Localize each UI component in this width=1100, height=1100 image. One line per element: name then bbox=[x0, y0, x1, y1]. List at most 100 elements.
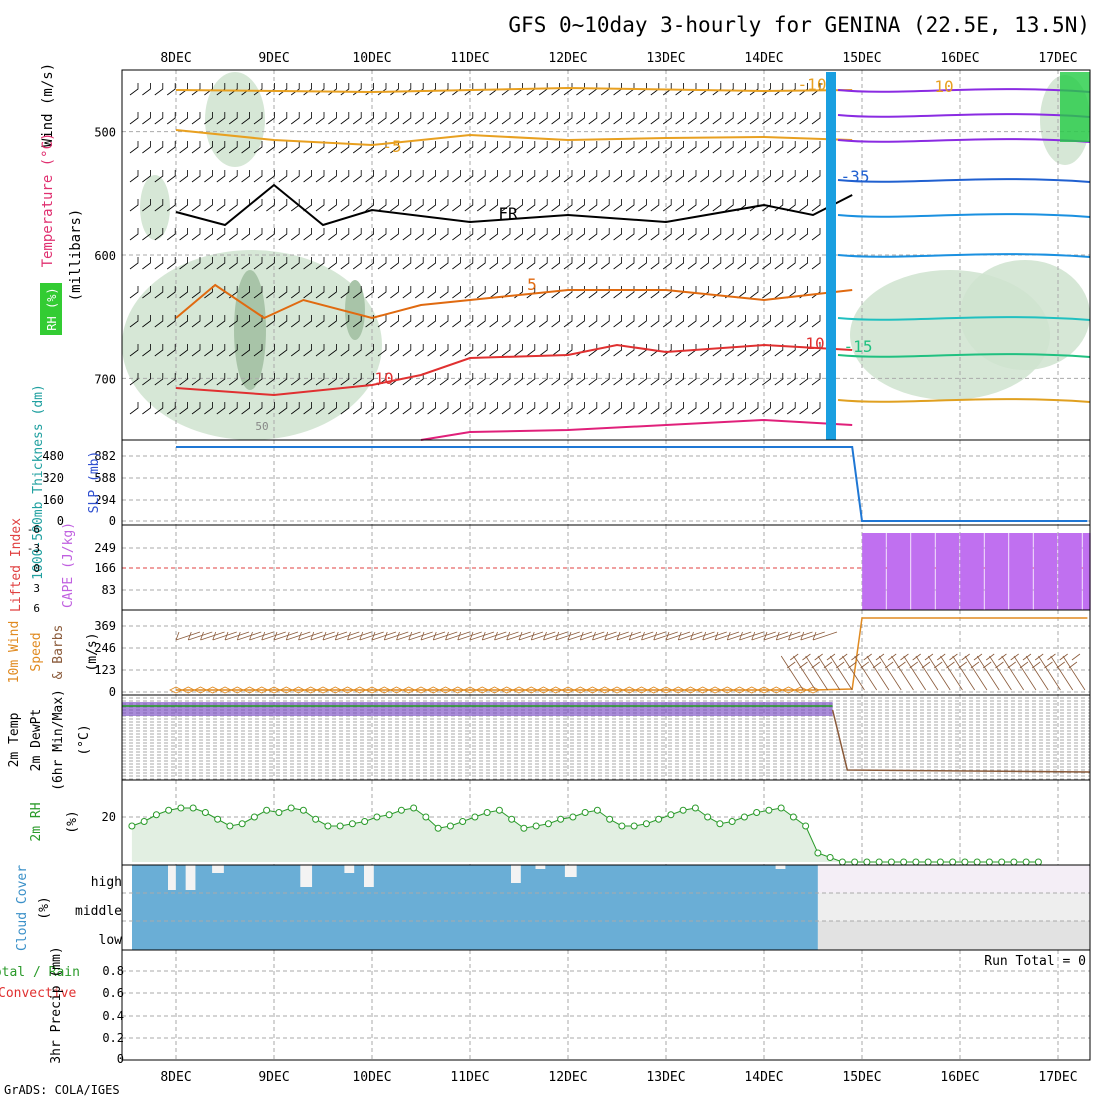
wind-barb bbox=[278, 257, 288, 270]
wind-barb bbox=[129, 112, 139, 125]
wind-barb bbox=[774, 228, 784, 241]
wind-barb bbox=[427, 286, 436, 299]
wind-barb bbox=[253, 402, 263, 415]
wind-barb bbox=[228, 344, 238, 357]
wind-barb bbox=[700, 402, 709, 415]
wind-barb bbox=[662, 344, 672, 357]
wind-barb bbox=[142, 83, 151, 96]
wind-barb bbox=[514, 402, 523, 415]
wind-barb bbox=[563, 228, 573, 241]
cape-bar bbox=[1049, 533, 1058, 610]
wind-barb bbox=[129, 286, 139, 299]
temperature-contour bbox=[837, 253, 1091, 258]
wind-barb bbox=[600, 373, 610, 386]
wind-barb bbox=[352, 83, 362, 96]
rh-point bbox=[961, 858, 969, 866]
wind-barb bbox=[166, 228, 176, 241]
wind-barb bbox=[600, 141, 610, 154]
wind-barb bbox=[464, 344, 474, 357]
wind-barb bbox=[514, 228, 523, 241]
wind-barb bbox=[551, 402, 560, 415]
wind-barb bbox=[402, 344, 412, 357]
wind-barb bbox=[774, 141, 784, 154]
wind-barb bbox=[179, 228, 188, 241]
wind-barb bbox=[576, 141, 585, 154]
wind-barb bbox=[142, 257, 151, 270]
cloud-gap bbox=[364, 865, 374, 887]
wind-barb bbox=[402, 257, 412, 270]
wind-barb bbox=[526, 228, 536, 241]
rh-point bbox=[838, 858, 846, 866]
wind-barb bbox=[452, 83, 461, 96]
wind-barb bbox=[253, 199, 263, 212]
wind-barb bbox=[365, 83, 374, 96]
wind-barb bbox=[625, 170, 635, 183]
wind-barb bbox=[700, 315, 709, 328]
wind-barb bbox=[129, 257, 139, 270]
wind-barb bbox=[1025, 653, 1049, 691]
wind-barb bbox=[514, 141, 523, 154]
wind-barb bbox=[476, 228, 486, 241]
wind-barb bbox=[328, 315, 337, 328]
wind-barb bbox=[266, 402, 275, 415]
wind-barb bbox=[191, 199, 201, 212]
wind-speed-marker bbox=[806, 686, 820, 694]
wind-barb bbox=[675, 112, 684, 125]
wind-barb bbox=[476, 199, 486, 212]
wind-barb bbox=[179, 257, 188, 270]
wind-barb bbox=[476, 315, 486, 328]
wind-barb bbox=[775, 631, 801, 641]
top-day-label: 15DEC bbox=[842, 51, 881, 66]
wind-barb bbox=[774, 286, 784, 299]
wind-barb bbox=[315, 315, 325, 328]
rh-point bbox=[459, 818, 467, 825]
wind-barb bbox=[266, 83, 275, 96]
wind-barb bbox=[439, 228, 449, 241]
wind-barb bbox=[538, 402, 548, 415]
wind-barb bbox=[737, 286, 746, 299]
wind-barb bbox=[563, 257, 573, 270]
wind-barb bbox=[414, 315, 424, 328]
wind-barb bbox=[365, 112, 374, 125]
wind-barb bbox=[365, 228, 374, 241]
wind-barb bbox=[129, 170, 139, 183]
wind-barb bbox=[702, 631, 727, 641]
wind-barb bbox=[154, 83, 164, 96]
cape-li-panel: -6 -3 0 3 6 249 166 83 Lifted Index CAPE (J/kg) bbox=[9, 518, 1091, 615]
wind-barb bbox=[228, 170, 238, 183]
wind-barb bbox=[187, 631, 213, 641]
wind-barb bbox=[650, 257, 660, 270]
rh-high-area bbox=[345, 280, 365, 340]
temperature-contour bbox=[837, 316, 1091, 321]
wind-barb bbox=[989, 653, 1012, 691]
wind-barb bbox=[303, 83, 312, 96]
wind-barb bbox=[811, 315, 821, 328]
wind-barb bbox=[724, 315, 734, 328]
rh-point bbox=[471, 813, 479, 821]
temperature-contour bbox=[837, 398, 1091, 403]
wind-barb bbox=[290, 83, 300, 96]
wind-barb bbox=[191, 170, 201, 183]
wind-barb bbox=[142, 112, 151, 125]
wind-barb bbox=[514, 257, 523, 270]
wind-barb bbox=[489, 199, 498, 212]
wind-barb bbox=[538, 141, 548, 154]
wind-barb bbox=[278, 286, 288, 299]
y-axis-label-ms: (m/s) bbox=[85, 632, 100, 671]
wind-barb bbox=[452, 112, 461, 125]
wind-barb bbox=[724, 83, 734, 96]
rh-point bbox=[569, 813, 577, 821]
wind-barb bbox=[383, 631, 409, 641]
cape-bar bbox=[943, 533, 952, 610]
wind-barb bbox=[377, 315, 387, 328]
wind-barb bbox=[915, 653, 939, 691]
wind-barb bbox=[677, 631, 703, 641]
thickness-slp-frame bbox=[121, 439, 1091, 526]
wind-barb bbox=[328, 228, 337, 241]
wind-barb bbox=[650, 373, 660, 386]
rh-point bbox=[177, 804, 185, 812]
y-axis-label-precip: 3hr Precip (mm) bbox=[49, 946, 64, 1063]
wind-barb bbox=[377, 83, 387, 96]
top-day-label: 12DEC bbox=[548, 51, 587, 66]
